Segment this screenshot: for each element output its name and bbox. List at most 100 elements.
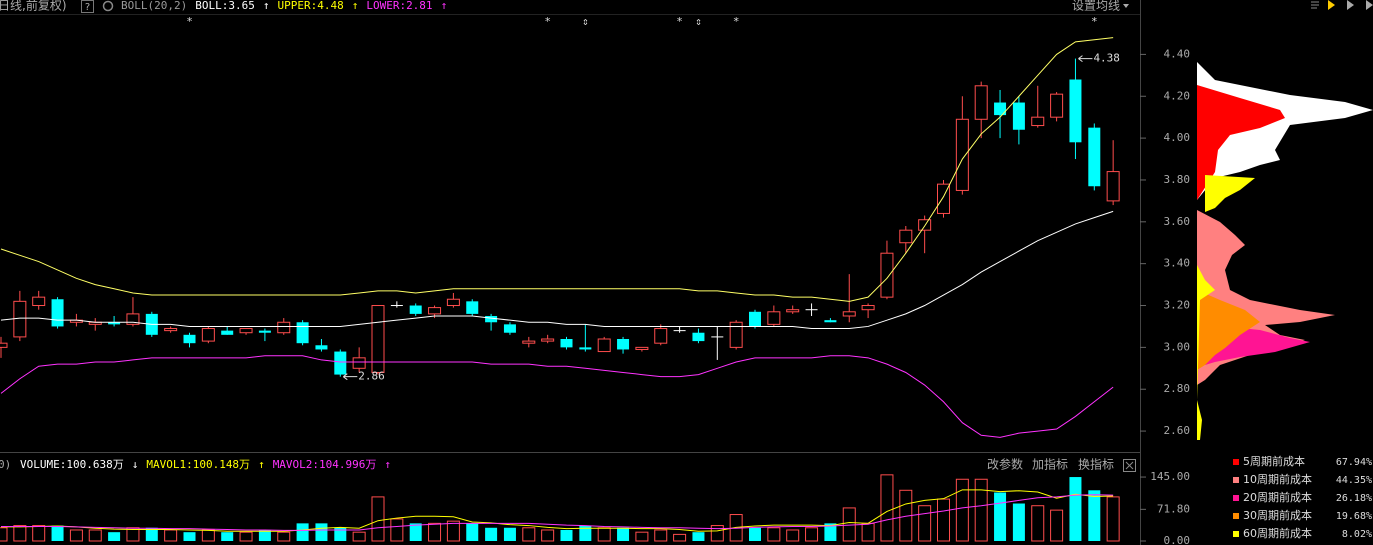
candle-body bbox=[108, 322, 121, 325]
dropdown-arrow[interactable] bbox=[1123, 4, 1129, 8]
candle-body bbox=[1050, 93, 1064, 118]
candle-body bbox=[466, 301, 479, 314]
y-tick-label: 4.20 bbox=[1164, 89, 1191, 102]
volume-bar bbox=[861, 522, 875, 542]
y-tick-label: 71.80 bbox=[1157, 502, 1190, 515]
gear-icon[interactable] bbox=[102, 0, 114, 12]
legend-swatch bbox=[1233, 531, 1239, 537]
legend-name: 5周期前成本 bbox=[1243, 454, 1305, 468]
y-tick-label: 145.00 bbox=[1150, 470, 1190, 483]
list-icon[interactable] bbox=[1311, 1, 1319, 9]
volume-bar bbox=[503, 527, 516, 541]
candle-body bbox=[654, 328, 668, 344]
candle-body bbox=[1106, 171, 1120, 202]
volume-bar bbox=[974, 478, 988, 542]
volume-bar bbox=[560, 529, 573, 541]
volume-bar bbox=[164, 529, 178, 542]
candle-body bbox=[221, 330, 234, 335]
volume-bar bbox=[749, 527, 761, 541]
legend-value: 67.94% bbox=[1336, 457, 1372, 468]
candle-body bbox=[579, 347, 592, 350]
next-icon[interactable] bbox=[1366, 0, 1373, 10]
volume-bar bbox=[673, 533, 687, 542]
signal-marker: * bbox=[676, 15, 683, 28]
indicator-label: ↑ bbox=[258, 458, 265, 471]
help-text[interactable]: ? bbox=[85, 2, 90, 13]
indicator-label: ↑ bbox=[384, 458, 391, 471]
candle-body bbox=[164, 328, 178, 332]
candle-body bbox=[1012, 102, 1025, 130]
candle-body bbox=[183, 334, 196, 344]
indicator-label: VOLUME:100.638万 bbox=[20, 458, 124, 471]
close-box[interactable] bbox=[1123, 459, 1136, 472]
candle-body bbox=[597, 338, 611, 353]
candle-body bbox=[635, 346, 649, 350]
candle-body bbox=[729, 321, 743, 348]
volume-bar bbox=[654, 529, 668, 542]
candle-body bbox=[485, 315, 498, 323]
play-icon[interactable] bbox=[1347, 0, 1354, 10]
toolbar-button[interactable]: 改参数 bbox=[987, 457, 1023, 472]
indicator-label: ↓ bbox=[132, 458, 139, 471]
candle-body bbox=[352, 357, 366, 369]
candle-body bbox=[315, 345, 328, 350]
candle-body bbox=[767, 311, 781, 325]
candle-body bbox=[201, 328, 215, 342]
signal-marker: * bbox=[544, 15, 551, 28]
y-tick-label: 4.00 bbox=[1164, 131, 1191, 144]
annotation-arrow bbox=[1078, 55, 1093, 62]
candle-body bbox=[296, 322, 309, 344]
candle-body bbox=[1031, 116, 1045, 127]
volume-prefix: 0) bbox=[0, 458, 11, 471]
y-tick-label: 2.80 bbox=[1164, 382, 1191, 395]
candle-body bbox=[522, 340, 536, 344]
candle-body bbox=[1088, 127, 1101, 187]
volume-bar bbox=[522, 527, 536, 542]
flag-icon[interactable] bbox=[1328, 0, 1335, 10]
volume-bar bbox=[258, 529, 271, 541]
volume-bar bbox=[13, 525, 27, 542]
mavol-line bbox=[1, 489, 1114, 532]
volume-bar bbox=[352, 531, 366, 542]
candle-body bbox=[899, 229, 913, 244]
legend-value: 26.18% bbox=[1336, 493, 1372, 504]
legend-swatch bbox=[1233, 495, 1239, 501]
y-tick-label: 3.80 bbox=[1164, 173, 1191, 186]
mavol-line bbox=[1, 494, 1114, 531]
volume-bar bbox=[32, 525, 46, 542]
legend-swatch bbox=[1233, 513, 1239, 519]
setting-button[interactable]: 设置均线 bbox=[1072, 0, 1120, 13]
cost-profile bbox=[1197, 62, 1373, 440]
volume-bar bbox=[1050, 509, 1064, 542]
volume-bar bbox=[824, 523, 837, 541]
signal-marker: * bbox=[733, 15, 740, 28]
volume-bar bbox=[51, 525, 64, 541]
candle-body bbox=[560, 339, 573, 348]
legend-value: 44.35% bbox=[1336, 475, 1372, 486]
candle-body bbox=[974, 85, 988, 120]
candle-body bbox=[749, 311, 761, 327]
volume-bar bbox=[1012, 503, 1025, 541]
volume-bar bbox=[221, 532, 234, 541]
volume-bar bbox=[88, 529, 102, 542]
indicator-label: MAVOL1:100.148万 bbox=[146, 458, 250, 471]
help-box[interactable]: ? bbox=[81, 0, 94, 14]
candle-body bbox=[955, 118, 969, 191]
toolbar-button[interactable]: 换指标 bbox=[1078, 457, 1114, 472]
legend-name: 10周期前成本 bbox=[1243, 472, 1312, 486]
annotation-label: 4.38 bbox=[1093, 52, 1120, 65]
volume-bar bbox=[710, 525, 724, 542]
volume-bar bbox=[635, 531, 649, 542]
volume-bar bbox=[485, 527, 498, 541]
toolbar-button[interactable]: 加指标 bbox=[1032, 457, 1068, 472]
candle-body bbox=[32, 296, 46, 307]
volume-bar bbox=[541, 529, 555, 542]
volume-bar bbox=[277, 531, 291, 542]
legend-swatch bbox=[1233, 459, 1239, 465]
period-label: 日线,前复权) bbox=[0, 0, 67, 13]
volume-bar bbox=[201, 529, 215, 542]
candle-body bbox=[786, 309, 800, 313]
candle-body bbox=[861, 305, 875, 311]
